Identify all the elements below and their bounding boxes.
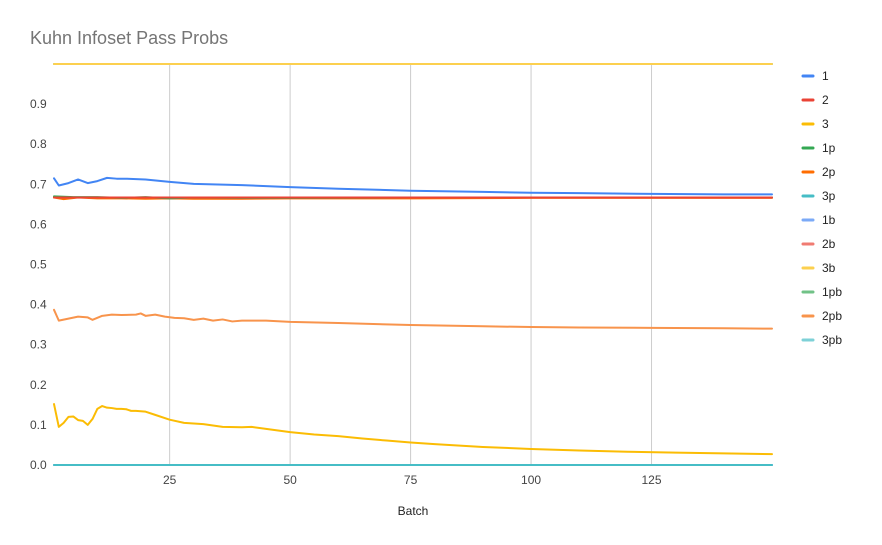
legend-item-3pb[interactable]: 3pb [801, 333, 842, 347]
series-line-1 [53, 176, 773, 196]
y-tick-label: 0.9 [30, 97, 47, 111]
legend: 1 2 3 1p 2p 3p 1b 2b 3b 1pb 2pb 3pb [801, 69, 842, 347]
legend-label: 2pb [822, 309, 842, 323]
legend-label: 1 [822, 69, 829, 83]
legend-item-1p[interactable]: 1p [801, 141, 836, 155]
legend-label: 2b [822, 237, 836, 251]
series-line-2pb [53, 308, 773, 330]
legend-item-2[interactable]: 2 [801, 93, 829, 107]
legend-label: 1b [822, 213, 836, 227]
legend-label: 2p [822, 165, 836, 179]
x-tick-label: 125 [642, 473, 662, 487]
legend-item-3[interactable]: 3 [801, 117, 829, 131]
legend-label: 3p [822, 189, 836, 203]
y-tick-label: 0.3 [30, 338, 47, 352]
legend-label: 3 [822, 117, 829, 131]
legend-item-1b[interactable]: 1b [801, 213, 836, 227]
series-line-3 [53, 403, 773, 456]
x-tick-label: 100 [521, 473, 541, 487]
axis-layer: 25 50 75 100 125 0.0 0.1 0.2 0.3 0.4 0.5 0.6 0.7 0.8 0… [30, 97, 662, 487]
y-tick-label: 0.6 [30, 217, 47, 231]
legend-label: 3pb [822, 333, 842, 347]
x-tick-label: 25 [163, 473, 177, 487]
legend-item-3p[interactable]: 3p [801, 189, 836, 203]
legend-item-1[interactable]: 1 [801, 69, 829, 83]
y-tick-label: 0.4 [30, 298, 47, 312]
legend-label: 1pb [822, 285, 842, 299]
y-tick-label: 0.1 [30, 418, 47, 432]
legend-item-2p[interactable]: 2p [801, 165, 836, 179]
y-tick-label: 0.7 [30, 177, 47, 191]
x-tick-label: 50 [283, 473, 297, 487]
legend-item-3b[interactable]: 3b [801, 261, 836, 275]
series-layer [53, 63, 773, 466]
legend-item-2pb[interactable]: 2pb [801, 309, 842, 323]
y-tick-label: 0.5 [30, 258, 47, 272]
legend-item-1pb[interactable]: 1pb [801, 285, 842, 299]
x-tick-label: 75 [404, 473, 418, 487]
legend-label: 1p [822, 141, 836, 155]
legend-item-2b[interactable]: 2b [801, 237, 836, 251]
x-axis-title: Batch [398, 504, 429, 518]
y-tick-label: 0.2 [30, 378, 47, 392]
legend-label: 2 [822, 93, 829, 107]
chart-title: Kuhn Infoset Pass Probs [30, 28, 229, 48]
y-tick-label: 0.8 [30, 137, 47, 151]
legend-label: 3b [822, 261, 836, 275]
grid-layer [169, 64, 653, 465]
y-tick-label: 0.0 [30, 458, 47, 472]
